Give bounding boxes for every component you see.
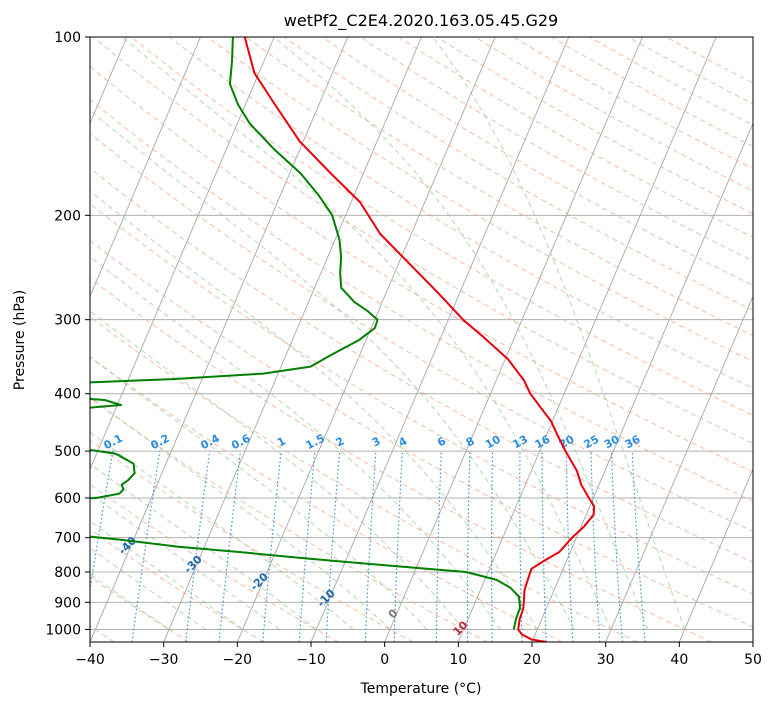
dry-adiabat-line: [90, 132, 753, 532]
mixing-ratio-label: 30: [602, 433, 622, 452]
dry-adiabat-line: [90, 167, 753, 563]
plot-frame: [89, 36, 754, 643]
x-tick-label: −20: [223, 652, 253, 668]
moist-adiabat-line: [90, 520, 243, 630]
x-tick-label: 50: [744, 652, 762, 668]
sounding-line: [243, 37, 596, 642]
y-tick-label: 800: [54, 565, 81, 581]
moist-adiabat-line: [432, 37, 686, 630]
x-axis-ticks: −40 −30 −20 −10 0 10 20 30 40 50: [75, 642, 762, 668]
mixing-ratio-line: [131, 451, 161, 642]
isotherm-line: [90, 37, 275, 471]
moist-adiabat-line: [90, 310, 465, 630]
dry-adiabat-line: [90, 439, 414, 642]
dry-adiabat-line: [90, 239, 753, 628]
x-tick-label: 40: [670, 652, 688, 668]
y-tick-label: 400: [54, 387, 81, 403]
mixing-ratio-label: 36: [623, 433, 643, 452]
mixing-ratio-line: [262, 451, 282, 642]
y-tick-label: 900: [54, 595, 81, 611]
x-tick-label: 10: [449, 652, 467, 668]
moist-adiabat-line: [90, 109, 575, 630]
mixing-ratio-label: 16: [533, 433, 553, 452]
background-lines: [90, 37, 753, 642]
mixing-ratio-line: [185, 451, 211, 642]
dry-adiabat-line: [90, 483, 339, 642]
dry-adiabat-line: [131, 37, 753, 416]
moist-adiabat-line: [90, 573, 170, 630]
sounding-line: [90, 37, 521, 630]
x-tick-label: 0: [380, 652, 389, 668]
isotherm-line: [457, 37, 717, 642]
moist-adiabat-line: [273, 37, 649, 630]
dry-adiabat-line: [283, 37, 753, 311]
isotherm-line: [236, 37, 496, 642]
moist-adiabat-line: [90, 431, 354, 630]
x-axis-label: Temperature (°C): [360, 681, 482, 697]
dry-adiabat-line: [90, 356, 563, 642]
y-tick-label: 200: [54, 208, 81, 224]
x-tick-label: 30: [597, 652, 615, 668]
mixing-ratio-label: 13: [510, 433, 530, 452]
mixing-ratio-label: 20: [557, 433, 577, 452]
y-tick-label: 500: [54, 444, 81, 460]
mixing-ratio-line: [298, 451, 316, 642]
moist-adiabat-line: [90, 547, 207, 630]
y-axis-ticks: 100 200 300 400 500 600 700 800 900 1000: [45, 30, 90, 638]
sounding-profiles: [90, 37, 596, 642]
mixing-ratio-label: 10: [483, 433, 503, 452]
moist-adiabat-line: [90, 255, 501, 630]
x-tick-label: −10: [296, 652, 326, 668]
x-tick-label: 20: [523, 652, 541, 668]
moist-adiabat-line: [90, 356, 428, 630]
moist-adiabat-line: [90, 396, 391, 630]
mixing-ratio-line: [218, 451, 242, 642]
y-tick-label: 300: [54, 313, 81, 329]
mixing-ratio-line: [631, 451, 646, 642]
y-tick-label: 700: [54, 531, 81, 547]
isotherm-line: [678, 467, 753, 642]
isotherm-line: [384, 37, 643, 642]
y-axis-label: Pressure (hPa): [12, 290, 28, 390]
mixing-ratio-line: [90, 451, 114, 594]
isotherm-line: [605, 295, 753, 642]
moist-adiabat-line: [121, 37, 612, 630]
dry-adiabat-line: [90, 203, 753, 595]
isotherm-line: [90, 37, 201, 298]
y-tick-label: 1000: [45, 622, 81, 638]
dry-adiabat-line: [90, 397, 488, 642]
y-tick-label: 100: [54, 30, 81, 46]
x-tick-label: −30: [149, 652, 179, 668]
y-tick-label: 600: [54, 491, 81, 507]
isotherm-line: [163, 37, 422, 642]
chart-title: wetPf2_C2E4.2020.163.05.45.G29: [284, 11, 558, 31]
x-tick-label: −40: [75, 652, 105, 668]
dry-adiabat-line: [207, 37, 753, 363]
mixing-ratio-label: 25: [582, 433, 602, 452]
dry-adiabat-line: [90, 65, 753, 473]
